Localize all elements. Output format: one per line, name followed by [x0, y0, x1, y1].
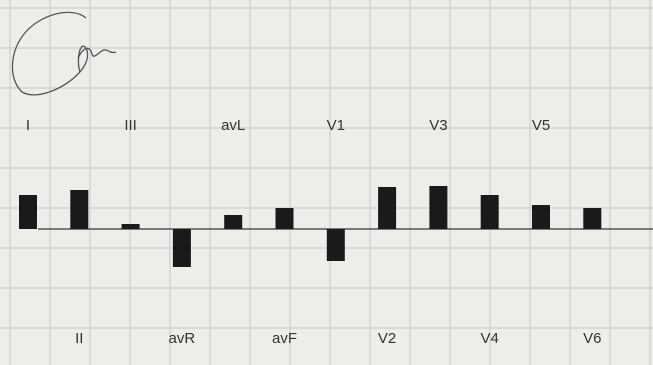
lead-label-iii: III	[124, 117, 137, 134]
lead-label-v4: V4	[480, 330, 499, 347]
bar-v6	[583, 208, 602, 229]
lead-label-ii: II	[75, 330, 84, 347]
lead-label-i: I	[25, 117, 31, 134]
lead-label-avf: avF	[271, 330, 298, 347]
bar-v2	[378, 187, 397, 229]
bar-avl	[224, 215, 243, 229]
bar-avf	[275, 208, 294, 229]
lead-label-v5: V5	[531, 117, 551, 134]
signature-mark	[11, 11, 117, 96]
lead-label-v2: V2	[377, 330, 397, 347]
bar-iii	[121, 224, 140, 229]
lead-label-v6: V6	[583, 330, 602, 347]
bar-v5	[532, 205, 550, 229]
bar-ii	[70, 190, 89, 229]
bars-group	[19, 186, 602, 267]
bar-avr	[172, 229, 191, 267]
lead-label-v1: V1	[326, 117, 345, 134]
bar-v1	[326, 229, 345, 261]
bar-v3	[429, 186, 448, 229]
bar-i	[19, 195, 37, 229]
bar-v4	[480, 195, 499, 229]
lead-label-avl: avL	[221, 117, 246, 134]
lead-label-avr: avR	[168, 330, 196, 347]
lead-label-v3: V3	[429, 117, 448, 134]
